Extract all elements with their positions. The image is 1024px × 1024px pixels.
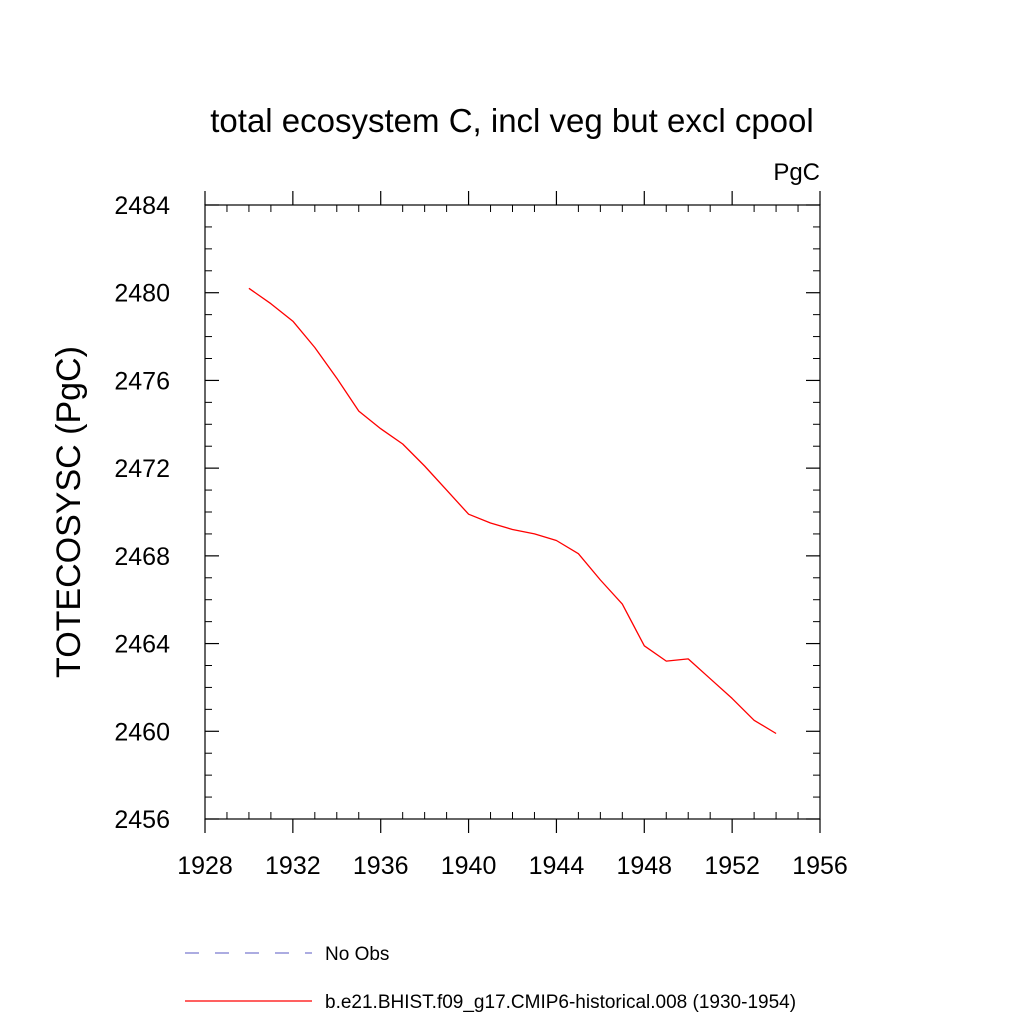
x-axis: 1928 1932 1936 1940 1944 1948 1952 1956 <box>177 191 848 880</box>
y-tick-label: 2476 <box>114 367 170 395</box>
plot-frame <box>204 204 821 820</box>
y-tick-label: 2480 <box>114 280 170 308</box>
legend: No Obs b.e21.BHIST.f09_g17.CMIP6-historic… <box>185 944 796 1013</box>
legend-label: b.e21.BHIST.f09_g17.CMIP6-historical.008… <box>325 992 796 1013</box>
x-tick-label: 1932 <box>265 852 321 880</box>
x-tick-label: 1944 <box>529 852 585 880</box>
y-tick-label: 2484 <box>114 192 170 220</box>
x-tick-label: 1952 <box>704 852 760 880</box>
y-tick-label: 2456 <box>114 806 170 834</box>
chart-title: total ecosystem C, incl veg but excl cpo… <box>210 102 813 139</box>
x-tick-label: 1936 <box>353 852 409 880</box>
x-tick-label: 1948 <box>616 852 672 880</box>
y-axis: 2456 2460 2464 2468 2472 2476 2480 2484 <box>114 192 820 834</box>
x-tick-label: 1928 <box>177 852 233 880</box>
y-tick-label: 2460 <box>114 718 170 746</box>
y-axis-label: TOTECOSYSC (PgC) <box>50 346 88 678</box>
legend-label: No Obs <box>325 944 389 965</box>
x-tick-label: 1940 <box>441 852 497 880</box>
units-label: PgC <box>773 159 820 186</box>
y-tick-label: 2472 <box>114 455 170 483</box>
x-tick-label: 1956 <box>792 852 848 880</box>
y-tick-label: 2464 <box>114 631 170 659</box>
series-line <box>248 287 777 735</box>
y-tick-label: 2468 <box>114 543 170 571</box>
series-layer <box>248 287 777 735</box>
